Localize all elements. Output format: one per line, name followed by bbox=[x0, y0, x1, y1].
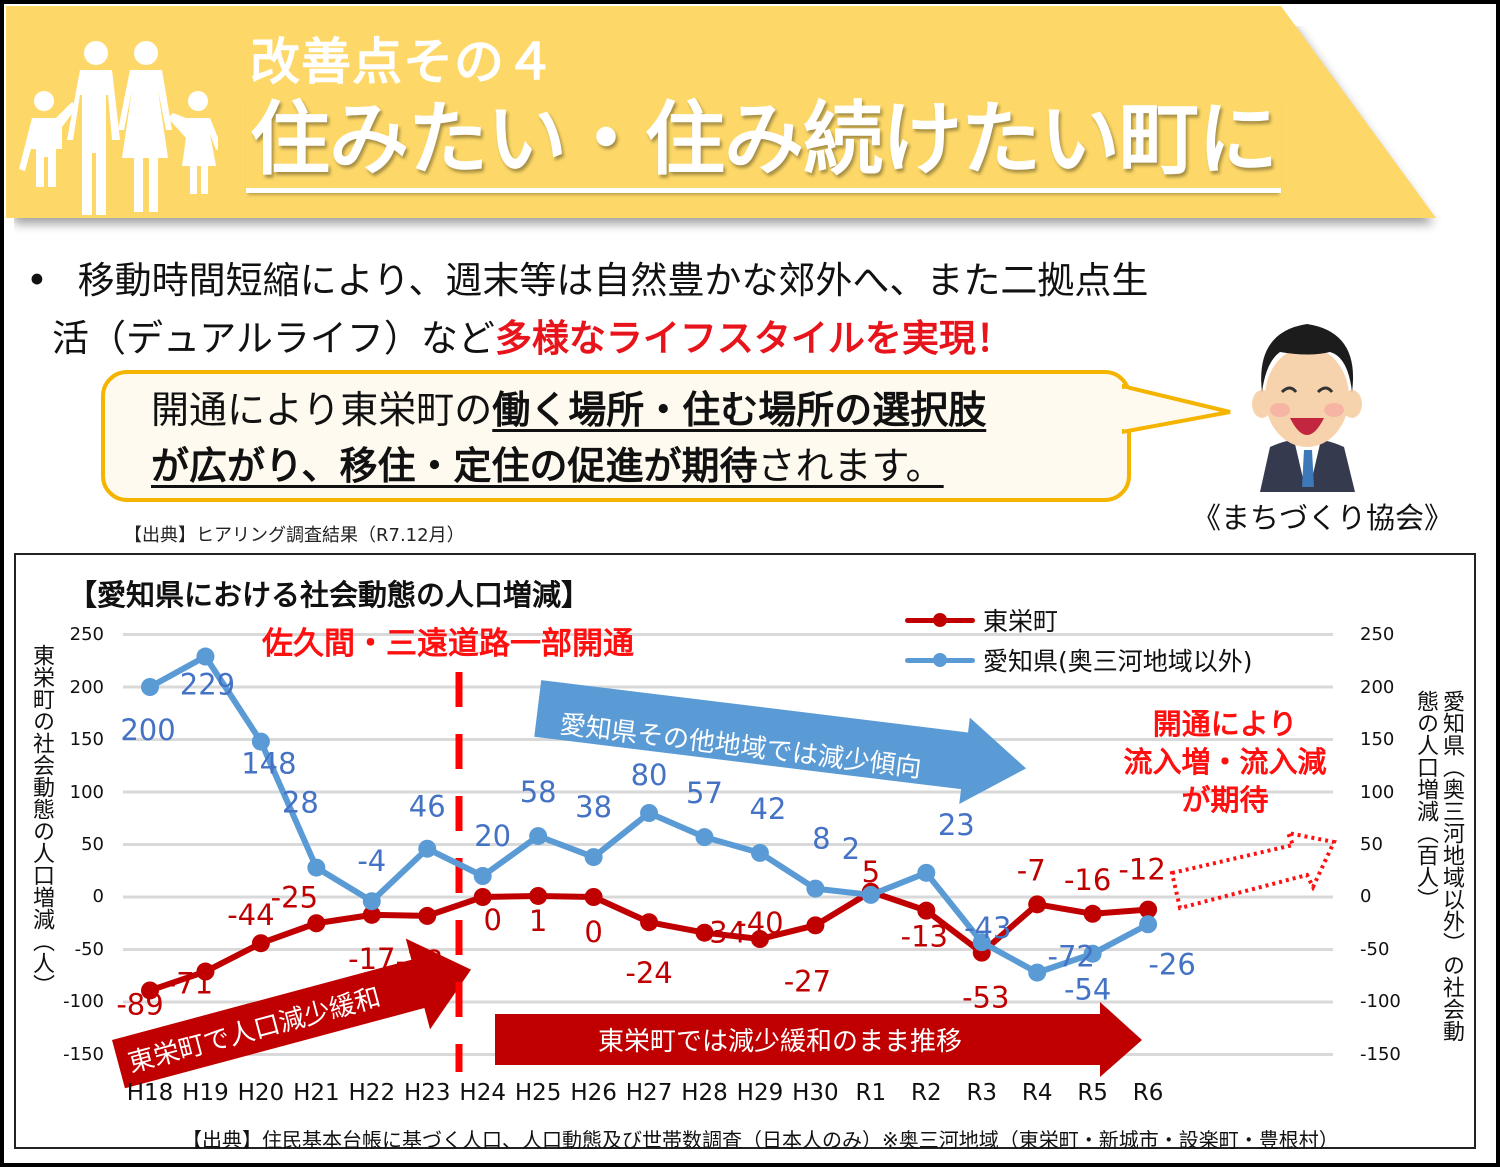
expectation-line: が期待 bbox=[1181, 783, 1269, 817]
bubble-line2-plain: されます。 bbox=[757, 444, 944, 488]
x-tick-label: H20 bbox=[237, 1080, 285, 1106]
x-tick-label: R1 bbox=[855, 1080, 887, 1106]
legend-line-icon bbox=[905, 612, 975, 627]
x-tick-label: H23 bbox=[403, 1080, 451, 1106]
chart-panel bbox=[14, 553, 1476, 1149]
speech-bubble-tail bbox=[1122, 383, 1231, 435]
chart-legend: 東栄町 愛知県(奥三河地域以外) bbox=[905, 600, 1253, 680]
businessman-avatar-icon bbox=[1252, 324, 1362, 492]
legend-line-icon bbox=[905, 652, 975, 667]
bubble-line1-bold: 働く場所・住む場所の選択肢 bbox=[492, 388, 987, 432]
bubble-line1-plain: 開通により東栄町の bbox=[151, 388, 493, 432]
y-tick: 100 bbox=[69, 782, 104, 803]
page-title: 住みたい・住み続けたい町に bbox=[246, 92, 1281, 193]
x-tick-label: R5 bbox=[1077, 1080, 1108, 1106]
bullet-text-1: 移動時間短縮により、週末等は自然豊かな郊外へ、また二拠点生 bbox=[77, 259, 1149, 302]
x-tick-label: R3 bbox=[966, 1080, 998, 1106]
y-tick: 250 bbox=[69, 624, 104, 645]
x-tick-label: H28 bbox=[681, 1080, 728, 1106]
y-tick: 50 bbox=[81, 834, 104, 855]
x-tick-label: H22 bbox=[348, 1080, 396, 1106]
y-tick: -150 bbox=[1360, 1044, 1401, 1065]
x-tick-label: H21 bbox=[293, 1080, 340, 1106]
speech-bubble: 開通により東栄町の働く場所・住む場所の選択肢 が広がり、移住・定住の促進が期待さ… bbox=[101, 370, 1131, 502]
y-tick: 200 bbox=[1360, 677, 1395, 698]
right-axis-title-line2: 社会動態の人口増減（百人） bbox=[1413, 690, 1464, 1042]
bullet-text-2: 活（デュアルライフ）など bbox=[52, 317, 495, 360]
y-tick: -150 bbox=[63, 1044, 104, 1065]
legend-item-aichi: 愛知県(奥三河地域以外) bbox=[905, 640, 1253, 680]
y-tick: 200 bbox=[69, 677, 104, 698]
x-tick-label: H30 bbox=[792, 1080, 839, 1106]
x-tick-label: R4 bbox=[1021, 1080, 1053, 1106]
y-tick: 100 bbox=[1360, 782, 1395, 803]
source-hearing: 【出典】ヒアリング調査結果（R7.12月） bbox=[124, 525, 465, 546]
banner-subtitle: 改善点その４ bbox=[250, 33, 556, 91]
chart-title: 【愛知県における社会動態の人口増減】 bbox=[68, 578, 591, 612]
title-banner bbox=[6, 6, 1436, 218]
bullet-highlight: 多様なライフスタイルを実現！ bbox=[494, 317, 1013, 360]
y-tick: 0 bbox=[1360, 886, 1372, 907]
x-tick-label: R2 bbox=[910, 1080, 942, 1106]
x-tick-label: R6 bbox=[1132, 1080, 1164, 1106]
bullet-point: • 移動時間短縮により、週末等は自然豊かな郊外へ、また二拠点生 活（デュアルライ… bbox=[26, 252, 1326, 368]
y-tick: -100 bbox=[1360, 991, 1401, 1012]
x-tick-label: H18 bbox=[126, 1080, 174, 1106]
x-tick-label: H26 bbox=[570, 1080, 617, 1106]
x-tick-label: H24 bbox=[459, 1080, 506, 1106]
y-tick: 150 bbox=[69, 729, 104, 750]
expectation-line: 流入増・流入減 bbox=[1123, 745, 1327, 779]
family-icon bbox=[19, 41, 218, 215]
chart-source: 【出典】住民基本台帳に基づく人口、人口動態及び世帯数調査（日本人のみ）※奥三河地… bbox=[182, 1128, 1339, 1152]
y-tick: 250 bbox=[1360, 624, 1395, 645]
bubble-line2-bold: が広がり、移住・定住の促進が期待 bbox=[151, 444, 758, 488]
legend-item-toei: 東栄町 bbox=[905, 600, 1253, 640]
expectation-annotation: 開通により 流入増・流入減 が期待 bbox=[1100, 705, 1350, 819]
left-axis-title: 東栄町の社会動態の人口増減（人） bbox=[29, 644, 54, 996]
legend-label: 東栄町 bbox=[983, 607, 1059, 636]
bullet-marker: • bbox=[26, 259, 48, 302]
speaker-label: 《まちづくり協会》 bbox=[1192, 501, 1454, 535]
opening-annotation: 佐久間・三遠道路一部開通 bbox=[262, 626, 634, 662]
y-tick: 50 bbox=[1360, 834, 1383, 855]
y-tick: -100 bbox=[63, 991, 104, 1012]
x-tick-label: H19 bbox=[182, 1080, 229, 1106]
legend-label: 愛知県(奥三河地域以外) bbox=[983, 647, 1253, 676]
expectation-line: 開通により bbox=[1152, 707, 1298, 741]
x-tick-label: H25 bbox=[514, 1080, 562, 1106]
right-axis-title-line1: 愛知県（奥三河地域以外）の bbox=[1439, 690, 1464, 976]
x-tick-label: H27 bbox=[625, 1080, 673, 1106]
y-tick: -50 bbox=[74, 939, 104, 960]
speech-bubble-text: 開通により東栄町の働く場所・住む場所の選択肢 が広がり、移住・定住の促進が期待さ… bbox=[151, 382, 986, 494]
right-axis-title: 愛知県（奥三河地域以外）の社会動態の人口増減（百人） bbox=[1412, 690, 1464, 1050]
y-tick: 0 bbox=[92, 886, 104, 907]
y-tick: -50 bbox=[1360, 939, 1390, 960]
x-tick-label: H29 bbox=[736, 1080, 784, 1106]
y-tick: 150 bbox=[1360, 729, 1395, 750]
